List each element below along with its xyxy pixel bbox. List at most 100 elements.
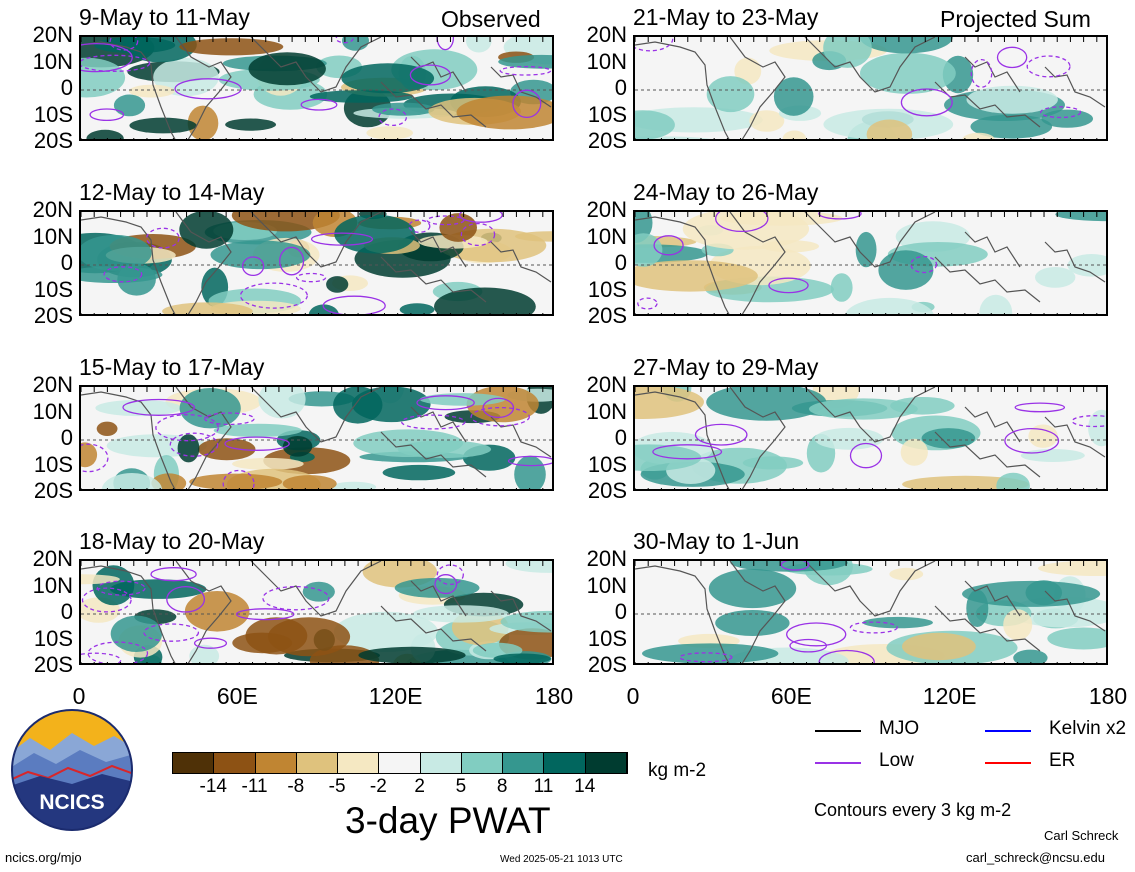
low-contour <box>174 78 242 100</box>
anomaly-shading <box>179 212 234 249</box>
anomaly-shading <box>749 110 785 132</box>
coastline <box>250 561 382 617</box>
anomaly-shading <box>809 398 918 420</box>
anomaly-shading <box>734 57 762 85</box>
anomaly-shading <box>189 473 283 489</box>
anomaly-shading <box>210 240 311 270</box>
low-contour <box>458 212 503 223</box>
anomaly-shading <box>890 397 955 415</box>
low-contour <box>715 212 769 233</box>
coastline <box>81 41 176 139</box>
anomaly-shading <box>466 37 492 53</box>
anomaly-shading <box>231 212 340 232</box>
anomaly-shading <box>635 110 675 139</box>
y-tick-label: 10N <box>32 48 73 74</box>
y-tick-label: 20S <box>33 128 73 153</box>
low-contour <box>155 414 219 442</box>
anomaly-shading <box>845 297 934 314</box>
anomaly-shading <box>81 57 126 98</box>
y-tick-label: 0 <box>614 250 627 275</box>
footer-url[interactable]: ncics.org/mjo <box>5 850 82 865</box>
low-contour <box>786 622 847 647</box>
y-tick-label: 10S <box>33 101 73 127</box>
colorbar-swatch <box>214 753 256 773</box>
coastline <box>490 416 552 458</box>
low-contour <box>193 637 228 649</box>
anomaly-shading <box>232 457 304 470</box>
colorbar-swatch <box>461 753 504 773</box>
footer-timestamp: Wed 2025-05-21 1013 UTC <box>500 854 623 865</box>
coastline <box>175 387 232 489</box>
low-contour <box>103 266 143 283</box>
colorbar-title: 3-day PWAT <box>345 800 551 841</box>
y-tick-label: 10N <box>586 398 627 424</box>
anomaly-shading <box>1028 424 1058 448</box>
anomaly-shading <box>358 646 466 663</box>
anomaly-shading <box>399 303 435 314</box>
y-tick-label: 20S <box>33 652 73 677</box>
panel-title: 12-May to 14-May <box>79 179 265 205</box>
panel-title: 18-May to 20-May <box>79 528 265 554</box>
footer-email[interactable]: carl_schreck@ncsu.edu <box>966 850 1105 865</box>
coastline <box>804 37 936 93</box>
coastline <box>81 565 176 663</box>
anomaly-shading <box>179 38 284 56</box>
colorbar-tick-label: 14 <box>574 776 596 797</box>
coastline <box>964 406 1021 443</box>
map-panel-p2 <box>79 210 554 316</box>
low-contour <box>1014 402 1066 413</box>
map-panel-p4 <box>79 559 554 665</box>
y-tick-label: 20S <box>33 303 73 328</box>
y-tick-label: 0 <box>614 599 627 624</box>
anomaly-shading <box>979 294 1013 314</box>
anomaly-shading <box>1013 649 1048 663</box>
legend-label: ER <box>1049 750 1076 771</box>
y-tick-label: 10N <box>32 398 73 424</box>
panel-title: 9-May to 11-May <box>79 4 250 30</box>
footer-author: Carl Schreck <box>1044 828 1119 843</box>
anomaly-shading <box>258 387 306 419</box>
colorbar-swatch <box>503 753 545 773</box>
y-tick-label: 20N <box>586 197 627 222</box>
contours-note: Contours every 3 kg m-2 <box>814 800 1012 820</box>
anomaly-shading <box>81 234 152 271</box>
anomaly-shading <box>95 399 182 417</box>
colorbar-swatch <box>173 753 215 773</box>
anomaly-shading <box>96 421 118 436</box>
low-contour <box>768 277 809 294</box>
coastline <box>729 212 786 314</box>
y-tick-label: 10N <box>32 223 73 249</box>
coastline <box>175 212 232 314</box>
x-tick-label: 180 <box>534 683 574 709</box>
coastline <box>635 216 730 314</box>
low-contour <box>652 444 723 460</box>
low-contour <box>996 46 1028 69</box>
low-contour <box>81 587 132 613</box>
anomaly-shading <box>225 118 276 131</box>
coastline <box>804 212 936 268</box>
low-contour <box>512 89 542 119</box>
low-contour <box>849 621 898 634</box>
low-contour <box>109 37 139 51</box>
low-contour <box>241 256 265 277</box>
colorbar-swatch <box>544 753 586 773</box>
low-contour <box>222 469 255 489</box>
anomaly-shading <box>282 436 313 457</box>
coastline <box>250 37 382 93</box>
anomaly-shading <box>197 438 256 461</box>
coastline <box>804 561 936 617</box>
coastline <box>964 231 1021 268</box>
coastline <box>729 387 786 489</box>
anomaly-shading <box>397 440 492 459</box>
x-tick-label: 0 <box>626 683 640 709</box>
anomaly-shading <box>742 456 804 470</box>
y-tick-label: 20N <box>586 372 627 397</box>
coastline <box>934 256 1041 303</box>
anomaly-shading <box>1088 409 1106 447</box>
low-contour <box>310 232 374 246</box>
anomaly-shading <box>823 37 872 68</box>
coastline <box>1044 590 1106 632</box>
low-contour <box>378 108 408 127</box>
low-contour <box>818 212 862 220</box>
colorbar-labels: -14 -11 -8 -5 -2 2 5 8 11 14 <box>172 776 626 798</box>
